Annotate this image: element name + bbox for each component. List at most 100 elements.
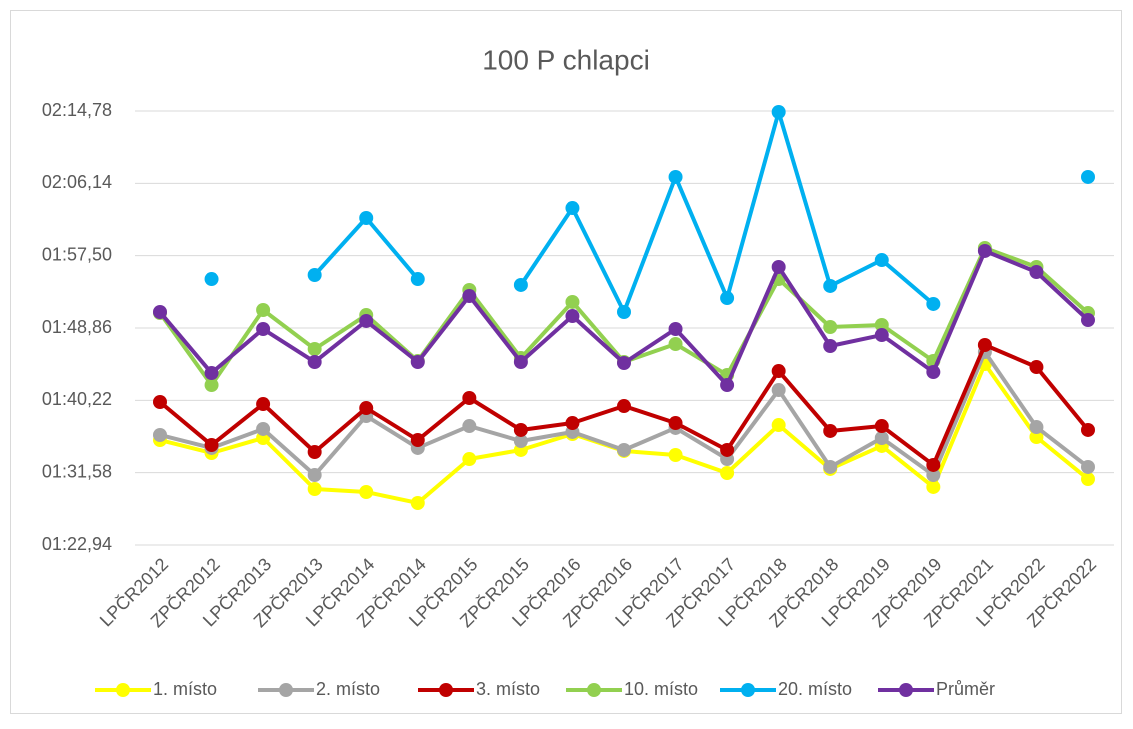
point: [462, 419, 477, 434]
point: [410, 272, 425, 287]
point: [926, 457, 941, 472]
legend-marker: [116, 683, 130, 697]
point: [1081, 169, 1095, 184]
point: [513, 434, 528, 449]
point: [874, 253, 889, 268]
point: [307, 354, 322, 369]
legend-marker: [439, 683, 453, 697]
point: [823, 278, 838, 293]
point: [1029, 264, 1044, 279]
point: [462, 390, 477, 405]
point: [462, 452, 477, 467]
point: [926, 365, 941, 380]
point: [307, 481, 322, 496]
point: [307, 444, 322, 459]
point: [307, 268, 322, 283]
point: [617, 442, 631, 457]
point: [256, 322, 271, 337]
point: [513, 354, 528, 369]
legend-label: 10. místo: [624, 679, 698, 699]
point: [410, 354, 425, 369]
y-tick-label: 02:14,78: [42, 100, 112, 120]
point: [617, 355, 631, 370]
legend-label: 2. místo: [316, 679, 380, 699]
legend-item: 10. místo: [566, 679, 698, 699]
point: [565, 309, 580, 324]
chart-title: 100 P chlapci: [482, 44, 650, 75]
point: [462, 289, 477, 304]
point: [823, 338, 838, 353]
y-tick-label: 01:57,50: [42, 244, 112, 264]
point: [617, 305, 631, 320]
point: [874, 431, 889, 446]
point: [359, 210, 374, 225]
point: [513, 277, 528, 292]
point: [307, 468, 322, 483]
point: [153, 427, 167, 442]
point: [823, 319, 838, 334]
legend-label: 1. místo: [153, 679, 217, 699]
point: [1081, 472, 1095, 487]
point: [874, 328, 889, 343]
point: [359, 313, 374, 328]
point: [977, 337, 992, 352]
point: [256, 397, 271, 412]
point: [204, 438, 219, 453]
point: [771, 364, 786, 379]
point: [720, 466, 735, 481]
point: [823, 459, 838, 474]
point: [256, 421, 271, 436]
legend-label: 20. místo: [778, 679, 852, 699]
legend-label: Průměr: [936, 679, 995, 699]
point: [668, 169, 683, 184]
point: [977, 243, 992, 258]
y-tick-label: 01:40,22: [42, 389, 112, 409]
point: [771, 418, 786, 433]
point: [359, 401, 374, 416]
point: [153, 305, 167, 320]
point: [720, 378, 735, 393]
legend-marker: [587, 683, 601, 697]
point: [1081, 422, 1095, 437]
point: [823, 423, 838, 438]
point: [204, 272, 219, 287]
point: [204, 378, 219, 393]
y-tick-label: 01:31,58: [42, 461, 112, 481]
legend-item: 3. místo: [418, 679, 540, 699]
point: [771, 259, 786, 274]
point: [668, 448, 683, 463]
point: [617, 399, 631, 414]
point: [204, 366, 219, 381]
point: [1081, 313, 1095, 328]
y-tick-label: 01:22,94: [42, 534, 112, 554]
point: [410, 433, 425, 448]
point: [565, 294, 580, 309]
point: [513, 422, 528, 437]
point: [410, 495, 425, 510]
point: [926, 296, 941, 311]
point: [668, 336, 683, 351]
point: [153, 395, 167, 410]
legend-item: 1. místo: [95, 679, 217, 699]
y-tick-label: 02:06,14: [42, 172, 112, 192]
point: [1081, 459, 1095, 474]
point: [256, 303, 271, 318]
legend-marker: [899, 683, 913, 697]
point: [720, 291, 735, 306]
legend-marker: [741, 683, 755, 697]
point: [874, 317, 889, 332]
point: [359, 485, 374, 500]
legend-item: 2. místo: [258, 679, 380, 699]
point: [926, 479, 941, 494]
point: [720, 442, 735, 457]
legend-item: 20. místo: [720, 679, 852, 699]
point: [926, 468, 941, 483]
point: [874, 419, 889, 434]
point: [771, 105, 786, 120]
point: [1029, 360, 1044, 375]
y-tick-label: 01:48,86: [42, 317, 112, 337]
legend-label: 3. místo: [476, 679, 540, 699]
point: [771, 383, 786, 398]
point: [668, 416, 683, 431]
point: [1029, 430, 1044, 445]
